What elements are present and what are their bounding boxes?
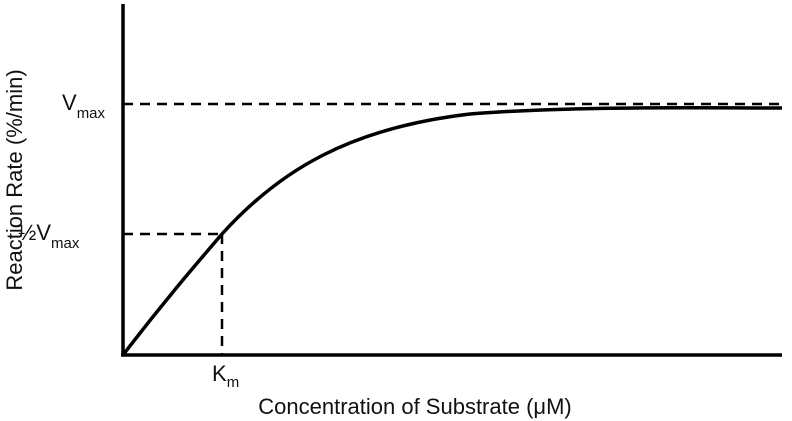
km-sub: m (227, 374, 240, 391)
vmax-main: V (62, 90, 77, 115)
half-vmax-sub: max (51, 235, 80, 252)
half-vmax-label: ½Vmax (18, 220, 80, 252)
vmax-sub: max (77, 105, 106, 122)
rate-curve (121, 106, 783, 357)
km-label: Km (212, 361, 239, 391)
vmax-label: Vmax (62, 90, 106, 122)
half-vmax-main: ½V (18, 220, 51, 245)
y-axis-title: Reaction Rate (%/min) (2, 69, 27, 290)
km-main: K (212, 361, 227, 386)
x-axis-title: Concentration of Substrate (μM) (258, 394, 571, 419)
